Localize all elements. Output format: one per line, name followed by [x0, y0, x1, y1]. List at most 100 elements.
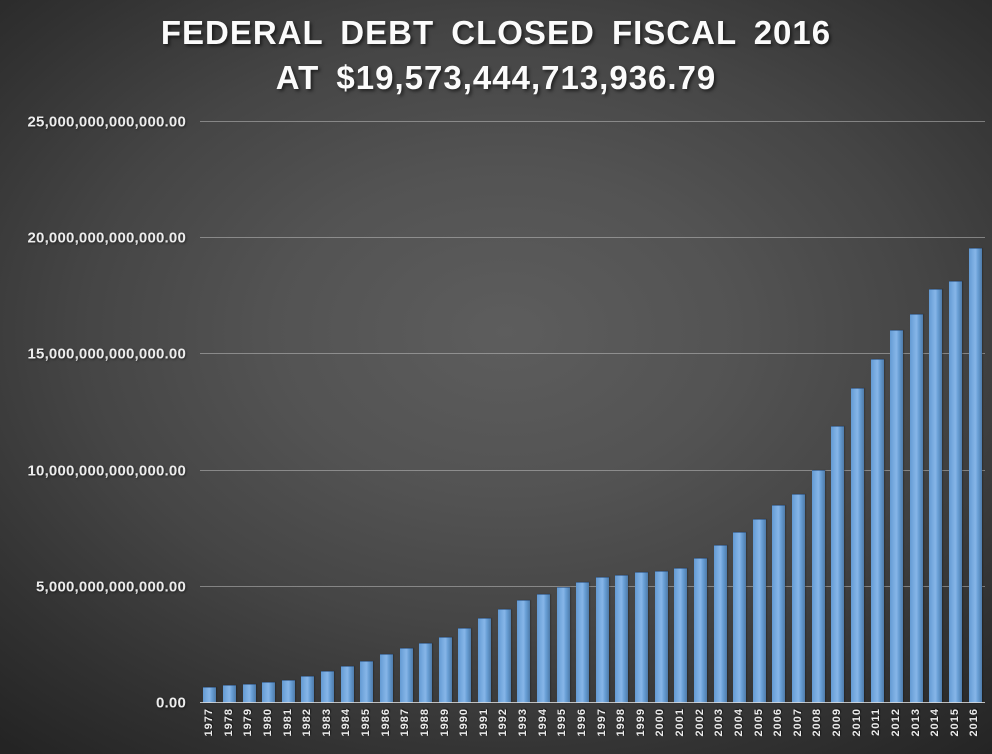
x-tick-label: 2006: [772, 708, 785, 737]
bar-2003: [713, 545, 727, 703]
bar-1985: [360, 660, 374, 703]
bar-slot-2005: [750, 122, 770, 703]
x-tick-slot-2013: 2013: [907, 708, 927, 754]
bar-1986: [379, 653, 393, 703]
bar-slot-1993: [514, 122, 534, 703]
bar-1978: [222, 685, 236, 703]
bar-slot-2000: [651, 122, 671, 703]
gridline: [200, 121, 985, 122]
x-tick-label: 1997: [595, 708, 608, 737]
bar-2007: [792, 493, 806, 703]
x-tick-slot-2000: 2000: [651, 708, 671, 754]
x-tick-slot-2003: 2003: [710, 708, 730, 754]
bar-slot-1999: [632, 122, 652, 703]
bar-1988: [419, 642, 433, 703]
x-tick-slot-1994: 1994: [534, 708, 554, 754]
bar-slot-2001: [671, 122, 691, 703]
bar-2016: [968, 248, 982, 703]
x-tick-slot-1990: 1990: [455, 708, 475, 754]
bar-2002: [693, 558, 707, 703]
bar-2004: [733, 531, 747, 703]
bar-slot-2013: [907, 122, 927, 703]
x-tick-slot-1999: 1999: [632, 708, 652, 754]
x-tick-label: 1993: [517, 708, 530, 737]
x-tick-slot-1984: 1984: [337, 708, 357, 754]
x-tick-slot-1978: 1978: [220, 708, 240, 754]
x-tick-slot-1983: 1983: [318, 708, 338, 754]
bar-2001: [674, 568, 688, 703]
bar-2000: [654, 571, 668, 703]
x-tick-label: 1999: [634, 708, 647, 737]
gridline: [200, 353, 985, 355]
bar-slot-1998: [612, 122, 632, 703]
bar-slot-1984: [337, 122, 357, 703]
y-tick-label: 20,000,000,000,000.00: [27, 229, 186, 247]
chart-title-line2: AT $19,573,444,713,936.79: [275, 59, 717, 96]
bar-2010: [850, 387, 864, 703]
bar-2006: [772, 505, 786, 703]
bar-slot-1991: [475, 122, 495, 703]
x-tick-label: 1978: [222, 708, 235, 737]
bar-slot-1978: [220, 122, 240, 703]
bar-slot-2003: [710, 122, 730, 703]
y-tick-label: 15,000,000,000,000.00: [27, 345, 186, 363]
bar-slot-2008: [808, 122, 828, 703]
bar-slot-1986: [377, 122, 397, 703]
x-tick-slot-1987: 1987: [396, 708, 416, 754]
bar-2013: [909, 314, 923, 703]
x-axis-labels: 1977 1978 1979 1980 1981 1982 1983 1984 1985 1986…: [200, 708, 985, 754]
x-tick-label: 2009: [831, 708, 844, 737]
x-tick-label: 1992: [497, 708, 510, 737]
bar-2008: [811, 470, 825, 703]
bar-1987: [399, 648, 413, 703]
x-tick-label: 1998: [615, 708, 628, 737]
x-tick-slot-1998: 1998: [612, 708, 632, 754]
bar-2005: [752, 518, 766, 703]
bar-slot-1994: [534, 122, 554, 703]
x-tick-label: 2008: [811, 708, 824, 737]
bar-slot-2016: [965, 122, 985, 703]
x-tick-slot-1982: 1982: [298, 708, 318, 754]
bar-slot-1989: [436, 122, 456, 703]
x-tick-slot-2002: 2002: [691, 708, 711, 754]
x-tick-slot-1989: 1989: [436, 708, 456, 754]
x-tick-label: 1980: [261, 708, 274, 737]
bar-slot-2007: [789, 122, 809, 703]
bar-slot-1979: [239, 122, 259, 703]
bar-1993: [517, 600, 531, 703]
bar-slot-1988: [416, 122, 436, 703]
bar-1997: [595, 577, 609, 703]
x-tick-label: 1984: [340, 708, 353, 737]
x-tick-label: 1981: [281, 708, 294, 737]
x-tick-label: 1986: [379, 708, 392, 737]
bar-slot-1982: [298, 122, 318, 703]
bar-slot-2015: [946, 122, 966, 703]
x-tick-label: 2001: [674, 708, 687, 737]
bar-slot-1990: [455, 122, 475, 703]
x-tick-label: 1995: [556, 708, 569, 737]
x-tick-slot-1997: 1997: [593, 708, 613, 754]
bar-1983: [321, 671, 335, 703]
x-tick-label: 2004: [732, 708, 745, 737]
x-tick-label: 1991: [477, 708, 490, 737]
gridline: [200, 469, 985, 471]
x-tick-slot-2005: 2005: [750, 708, 770, 754]
bar-2014: [929, 288, 943, 703]
y-tick-label: 5,000,000,000,000.00: [36, 578, 186, 596]
bar-series: [200, 122, 985, 703]
bar-slot-1996: [573, 122, 593, 703]
bar-slot-1987: [396, 122, 416, 703]
x-tick-slot-1985: 1985: [357, 708, 377, 754]
x-tick-slot-2015: 2015: [946, 708, 966, 754]
x-tick-label: 2015: [948, 708, 961, 737]
bar-slot-1983: [318, 122, 338, 703]
bar-2011: [870, 359, 884, 703]
bar-slot-1985: [357, 122, 377, 703]
x-tick-slot-2014: 2014: [926, 708, 946, 754]
bar-slot-1981: [279, 122, 299, 703]
x-tick-slot-1996: 1996: [573, 708, 593, 754]
x-tick-slot-2010: 2010: [848, 708, 868, 754]
x-tick-slot-1980: 1980: [259, 708, 279, 754]
bar-1996: [576, 581, 590, 703]
bar-2009: [831, 426, 845, 703]
